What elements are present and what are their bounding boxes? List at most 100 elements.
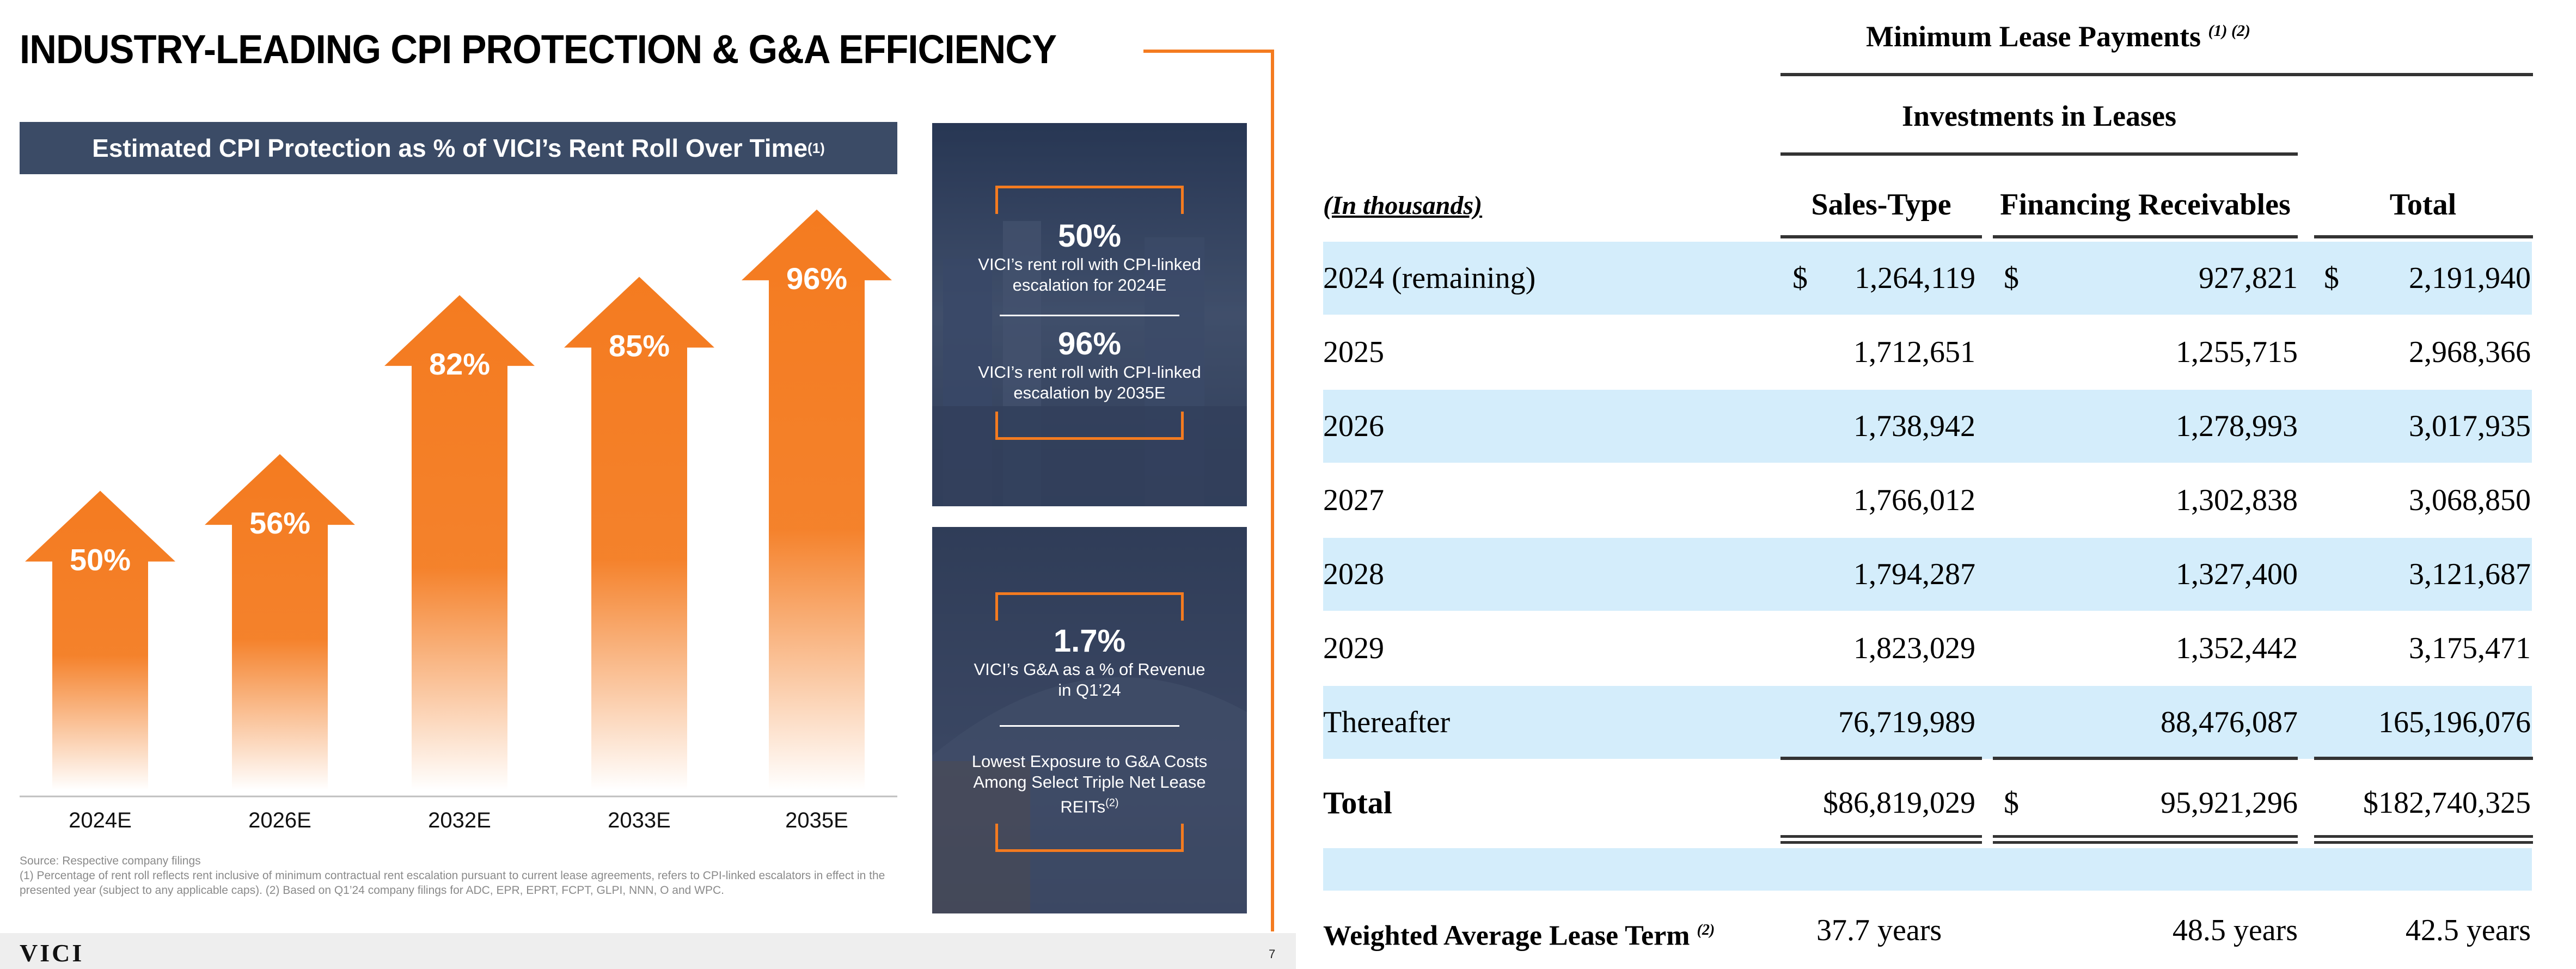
wal-financing: 48.5 years xyxy=(2172,913,2298,947)
total-financing: 95,921,296 xyxy=(2161,786,2298,820)
footnote-text: (1) Percentage of rent roll reflects ren… xyxy=(20,869,885,897)
slide-vertical-divider xyxy=(1271,50,1274,931)
title-accent-line xyxy=(1143,50,1274,53)
total-rule xyxy=(1993,757,2298,760)
wal-label: Weighted Average Lease Term (2) xyxy=(1323,920,1715,952)
total-value: 2,191,940 xyxy=(2409,261,2531,295)
card-stat-ga: 1.7% xyxy=(1053,623,1126,659)
row-label: 2024 (remaining) xyxy=(1323,261,1536,295)
double-rule xyxy=(2314,835,2533,838)
x-tick-2033E: 2033E xyxy=(608,808,671,832)
sales-type-value: 76,719,989 xyxy=(1838,706,1975,739)
x-tick-2032E: 2032E xyxy=(428,808,491,832)
total-label: Total xyxy=(1323,785,1392,820)
sales-type-value: 1,712,651 xyxy=(1853,335,1975,369)
table-row: 2027 1,766,012 1,302,838 3,068,850 xyxy=(1323,464,2532,537)
unit-label: (In thousands) xyxy=(1323,191,1483,220)
sales-type-symbol: $ xyxy=(1792,261,1808,295)
financing-value: 1,327,400 xyxy=(2176,557,2298,591)
vici-logo: VICI xyxy=(20,939,84,967)
data-label-2032E: 82% xyxy=(429,347,490,381)
ga-stat-card: 1.7% VICI’s G&A as a % of Revenue in Q1’… xyxy=(932,527,1247,913)
data-label-2033E: 85% xyxy=(609,328,670,363)
table-row: Thereafter 76,719,989 88,476,087 165,196,07… xyxy=(1323,686,2532,759)
column-rule xyxy=(1993,235,2298,238)
wal-sales-type: 37.7 years xyxy=(1816,913,1942,947)
financing-value: 1,302,838 xyxy=(2176,483,2298,517)
total-rule xyxy=(1780,757,1982,760)
card-stat-block: 1.7% VICI’s G&A as a % of Revenue in Q1’… xyxy=(932,623,1247,701)
total-symbol: $ xyxy=(2324,261,2339,295)
wal-note: (2) xyxy=(1697,922,1715,939)
column-header-financing: Financing Receivables xyxy=(2000,188,2291,222)
double-rule xyxy=(1780,841,1982,844)
footnote: Source: Respective company filings (1) P… xyxy=(20,854,913,898)
wal-total: 42.5 years xyxy=(2405,913,2531,947)
financing-value: 1,352,442 xyxy=(2176,631,2298,665)
row-label: 2025 xyxy=(1323,335,1384,369)
total-sales-type: $86,819,029 xyxy=(1823,786,1975,820)
total-total: $182,740,325 xyxy=(2363,786,2531,820)
total-value: 165,196,076 xyxy=(2378,706,2531,739)
table-row-spacer xyxy=(1323,848,2532,891)
column-rule xyxy=(1780,235,1982,238)
subheader-rule xyxy=(1780,152,2298,156)
row-label: 2028 xyxy=(1323,557,1384,591)
card-stat-block: 96% VICI’s rent roll with CPI-linked esc… xyxy=(932,326,1247,403)
x-tick-2026E: 2026E xyxy=(248,808,311,832)
table-header-note: (1) (2) xyxy=(2208,22,2250,40)
card-bracket-top xyxy=(995,592,1184,621)
chart-labels: 50% 2024E 56% 2026E 82% 2032E 85% 2033E 96% 2035E xyxy=(69,261,848,832)
table-row: 2025 1,712,651 1,255,715 2,968,366 xyxy=(1323,316,2532,389)
x-tick-2024E: 2024E xyxy=(69,808,132,832)
table-row: 2028 1,794,287 1,327,400 3,121,687 xyxy=(1323,538,2532,611)
table-row: 2024 (remaining) $1,264,119 $927,821 $2,191… xyxy=(1323,242,2532,315)
data-label-2035E: 96% xyxy=(786,261,847,296)
sales-type-value: 1,738,942 xyxy=(1853,409,1975,443)
double-rule xyxy=(1993,841,2298,844)
page-number: 7 xyxy=(1269,947,1276,961)
financing-value: 88,476,087 xyxy=(2161,706,2298,739)
card-bracket-top xyxy=(995,186,1184,214)
table-row: 2029 1,823,029 1,352,442 3,175,471 xyxy=(1323,612,2532,685)
card-stat-2035: 96% xyxy=(1057,326,1122,361)
financing-symbol: $ xyxy=(2004,261,2019,295)
card-desc-2024: VICI’s rent roll with CPI-linked escalat… xyxy=(978,255,1201,295)
sales-type-value: 1,766,012 xyxy=(1853,483,1975,517)
slide-panel: INDUSTRY-LEADING CPI PROTECTION & G&A EF… xyxy=(0,27,1296,969)
table-header-sub: Investments in Leases xyxy=(1901,100,2176,132)
building-background-image xyxy=(932,527,1247,913)
header-rule xyxy=(1780,73,2533,76)
data-label-2026E: 56% xyxy=(249,506,310,540)
card-desc-2035: VICI’s rent roll with CPI-linked escalat… xyxy=(978,363,1201,402)
card-stat-block: 50% VICI’s rent roll with CPI-linked esc… xyxy=(932,218,1247,296)
footer-bar xyxy=(0,933,1296,969)
card-bracket-bottom xyxy=(995,824,1184,852)
card-bracket-bottom xyxy=(995,412,1184,440)
cpi-arrow-chart: 50% 2024E 56% 2026E 82% 2032E 85% 2033E 96% 2035E xyxy=(20,209,897,832)
column-header-sales-type: Sales-Type xyxy=(1811,188,1951,222)
lease-payments-table: Minimum Lease Payments (1) (2) Investmen… xyxy=(1307,0,2576,969)
table-row: 2026 1,738,942 1,278,993 3,017,935 xyxy=(1323,390,2532,463)
financing-value: 1,278,993 xyxy=(2176,409,2298,443)
chart-header-text: Estimated CPI Protection as % of VICI’s … xyxy=(92,134,808,162)
total-rule xyxy=(2314,757,2533,760)
column-rule xyxy=(2314,235,2533,238)
financing-value: 1,255,715 xyxy=(2176,335,2298,369)
sales-type-value: 1,794,287 xyxy=(1853,557,1975,591)
total-value: 3,121,687 xyxy=(2409,557,2531,591)
bar-2035E xyxy=(742,209,892,790)
card-stat-2024: 50% xyxy=(1057,218,1122,254)
chart-header-note: (1) xyxy=(807,139,825,156)
bar-2033E xyxy=(564,277,714,790)
bar-2032E xyxy=(384,295,535,790)
double-rule xyxy=(2314,841,2533,844)
table-row-total: Total $86,819,029 $ 95,921,296 $182,740,… xyxy=(1323,766,2532,839)
total-value: 3,017,935 xyxy=(2409,409,2531,443)
double-rule xyxy=(1993,835,2298,838)
slide-title: INDUSTRY-LEADING CPI PROTECTION & G&A EF… xyxy=(20,27,1057,72)
chart-header: Estimated CPI Protection as % of VICI’s … xyxy=(20,122,897,174)
cpi-stat-card: 50% VICI’s rent roll with CPI-linked esc… xyxy=(932,123,1247,506)
double-rule xyxy=(1780,835,1982,838)
financing-value: 927,821 xyxy=(2199,261,2298,295)
